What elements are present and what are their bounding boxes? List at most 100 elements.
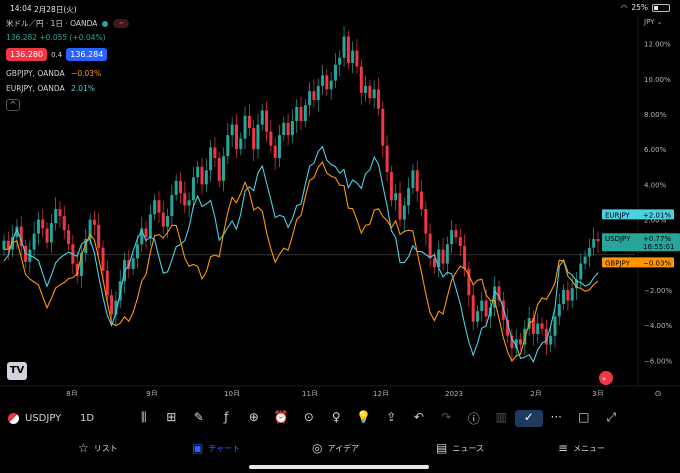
bulb2-icon[interactable]: 💡 — [356, 409, 372, 424]
home-indicator[interactable] — [249, 465, 429, 469]
candle-body — [450, 230, 454, 245]
candle-body — [49, 223, 53, 243]
wifi-icon: ◠ — [620, 3, 628, 12]
interval-selector[interactable]: 1D — [80, 412, 95, 424]
series-label-name: GBPJPY — [605, 259, 631, 267]
x-tick-label: 8月 — [66, 390, 77, 396]
plus-circle-icon[interactable]: ⊕ — [248, 409, 259, 424]
series-label-bg — [602, 233, 680, 252]
candle-body — [58, 209, 62, 217]
y-tick-label: −6.00% — [644, 357, 672, 365]
chart-area[interactable]: 12.00% 10.00% 8.00% 6.00% 4.00% 2.00% −2.00% −4… — [0, 16, 680, 396]
y-tick-label: 12.00% — [644, 41, 671, 49]
compare-gbpjpy[interactable]: GBPJPY, OANDA −0.03% — [6, 69, 129, 78]
candle-body — [101, 247, 105, 271]
candle-body — [574, 279, 578, 289]
candle-body — [269, 131, 273, 146]
buy-button[interactable]: 136.284 — [66, 48, 108, 61]
menu-icon: ≡ — [558, 441, 569, 455]
candle-body — [303, 105, 307, 122]
tab-menu[interactable]: ≡ メニュー — [558, 441, 605, 455]
symbol-selector[interactable]: USDJPY — [8, 412, 61, 424]
fx-icon[interactable]: ƒ — [224, 409, 229, 424]
tradingview-logo: TV — [7, 362, 27, 380]
candle-body — [6, 240, 10, 250]
indicator-add-icon[interactable]: ⊞ — [166, 409, 177, 424]
tab-label: リスト — [93, 443, 118, 453]
candle-body — [355, 50, 359, 67]
share-icon[interactable]: ⇪ — [386, 409, 397, 424]
candle-body — [484, 300, 488, 317]
candle-body — [519, 339, 523, 345]
bulb-icon[interactable]: ♀ — [331, 409, 341, 424]
candle-body — [325, 75, 329, 90]
more-icon[interactable]: ··· — [550, 409, 562, 424]
candle-body — [424, 209, 428, 234]
tab-chart[interactable]: ▣ チャート — [192, 441, 240, 455]
candle-body — [553, 316, 557, 336]
realtime-icon: » — [602, 375, 606, 383]
candle-body — [135, 244, 139, 259]
bottom-tab-bar: ☆ リスト ▣ チャート ◎ アイデア ▤ ニュース ≡ メニュー — [0, 436, 680, 460]
candle-body — [428, 233, 432, 259]
candle-body — [415, 170, 419, 192]
tab-label: メニュー — [573, 443, 606, 453]
fullscreen-icon[interactable]: ⤢ — [606, 409, 617, 424]
candle-body — [501, 300, 505, 320]
candle-body — [346, 36, 350, 63]
candle-body — [329, 80, 333, 90]
tab-list[interactable]: ☆ リスト — [78, 441, 118, 455]
candle-body — [213, 147, 217, 158]
candle-body — [493, 286, 497, 308]
candle-body — [105, 270, 109, 296]
battery-percent: 25% — [631, 3, 648, 12]
status-date: 2月28日(火) — [34, 5, 77, 14]
sell-button[interactable]: 136.280 — [6, 48, 48, 61]
tool-list: ⫼ ⊞ ✎ ƒ ⊕ ⏰ ⊙ ♀ 💡 ⇪ ↶ ↷ ⓘ ▥ ✓ ··· □ ⤢ — [130, 409, 625, 427]
tab-news[interactable]: ▤ ニュース — [436, 441, 484, 455]
candle-body — [372, 89, 376, 99]
redo-icon[interactable]: ↷ — [441, 409, 452, 424]
tab-ideas[interactable]: ◎ アイデア — [312, 441, 359, 455]
candle-body — [381, 108, 385, 146]
candle-body — [174, 180, 178, 195]
collapse-legend-button[interactable]: ^ — [6, 99, 20, 111]
candle-body — [239, 138, 243, 150]
candle-body — [62, 216, 66, 231]
candle-body — [191, 177, 195, 201]
candle-body — [445, 244, 449, 264]
candle-body — [454, 230, 458, 238]
alarm-icon[interactable]: ⏰ — [273, 409, 289, 424]
symbol-title[interactable]: 米ドル／円 · 1日 · OANDA — [6, 19, 98, 28]
y-tick-label: 2.00% — [644, 217, 667, 225]
candle-body — [88, 219, 92, 239]
x-tick-label: 2月 — [530, 390, 541, 396]
undo-icon[interactable]: ↶ — [413, 409, 424, 424]
compare-change: −0.03% — [71, 69, 102, 78]
price-chart[interactable]: 12.00% 10.00% 8.00% 6.00% 4.00% 2.00% −2.00% −4… — [0, 16, 680, 396]
candle-body — [394, 193, 398, 201]
candle-body — [570, 288, 574, 301]
candle-body — [256, 124, 260, 150]
compare-eurjpy[interactable]: EURJPY, OANDA 2.01% — [6, 84, 129, 93]
square-icon[interactable]: □ — [578, 409, 590, 424]
compare-name: EURJPY, OANDA — [6, 84, 65, 93]
replay-icon[interactable]: ⊙ — [303, 409, 314, 424]
pencil-icon[interactable]: ✎ — [193, 409, 204, 424]
candles-icon[interactable]: ⫼ — [140, 409, 147, 424]
candle-body — [217, 158, 221, 181]
candle-body — [114, 300, 118, 315]
candle-body — [540, 323, 544, 329]
info-icon[interactable]: ⓘ — [467, 411, 480, 426]
candle-body — [407, 187, 411, 206]
candle-body — [531, 318, 535, 334]
series-label-name: USDJPY — [605, 235, 631, 243]
candle-body — [200, 166, 204, 185]
y-tick-label: −4.00% — [644, 322, 672, 330]
tab-label: ニュース — [452, 443, 484, 453]
series-label-value: +2.01% — [643, 211, 671, 219]
bars-icon[interactable]: ▥ — [495, 409, 507, 424]
candle-body — [75, 263, 79, 276]
settings-icon: ⚙ — [654, 390, 662, 396]
check-icon[interactable]: ✓ — [515, 409, 543, 427]
